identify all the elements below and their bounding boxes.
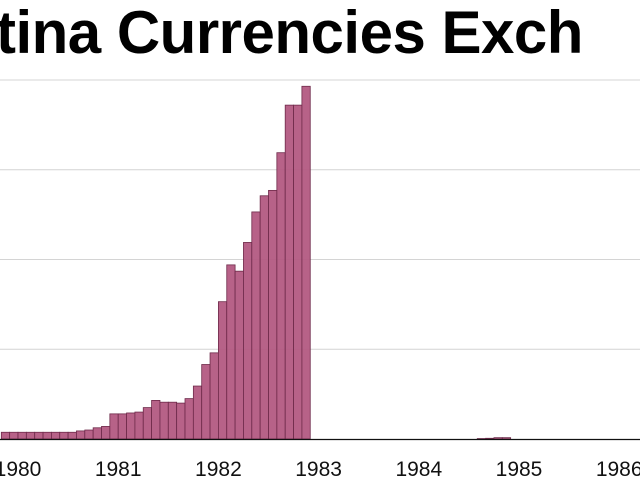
bar [126, 412, 136, 440]
bar [284, 104, 294, 440]
x-tick-labels: 1980 1981 1982 1983 1984 1985 1986 [0, 458, 640, 480]
bar [251, 211, 261, 440]
bar [259, 195, 269, 440]
bar [84, 429, 94, 440]
bar [176, 402, 186, 440]
bar [276, 152, 286, 440]
bar [184, 398, 194, 440]
bar [201, 364, 211, 440]
bar [109, 413, 119, 440]
bar [293, 104, 303, 440]
bar [209, 352, 219, 440]
x-tick-label: 1984 [395, 458, 442, 480]
bar [501, 437, 512, 440]
bar [17, 431, 27, 440]
bar [34, 431, 44, 440]
bar [101, 426, 111, 440]
bar [493, 437, 503, 440]
bar [167, 401, 178, 440]
chart-title: tina Currencies Exch [0, 0, 583, 66]
bar [301, 85, 311, 440]
bar [268, 189, 278, 440]
x-tick-label: 1985 [496, 458, 543, 480]
bar [59, 431, 69, 440]
bar [217, 301, 228, 440]
bar [51, 431, 61, 440]
bar [151, 400, 161, 440]
x-tick-label: 1980 [0, 458, 41, 480]
x-tick-label: 1982 [195, 458, 242, 480]
bar [134, 411, 144, 440]
bar [117, 413, 127, 440]
bar [159, 401, 169, 440]
bar [76, 430, 86, 440]
x-tick-label: 1981 [95, 458, 142, 480]
bar [0, 431, 11, 440]
x-tick-label: 1983 [295, 458, 342, 480]
bar [243, 242, 253, 440]
bar [25, 431, 36, 440]
bar [42, 431, 52, 440]
gridlines [0, 79, 640, 350]
x-tick-label: 1986 [596, 458, 640, 480]
bar [234, 270, 244, 440]
bars [0, 85, 512, 440]
bar [92, 427, 102, 440]
bar [192, 385, 203, 440]
bar [226, 264, 236, 440]
bar [142, 407, 153, 440]
bar [67, 431, 77, 440]
bar [9, 431, 19, 440]
